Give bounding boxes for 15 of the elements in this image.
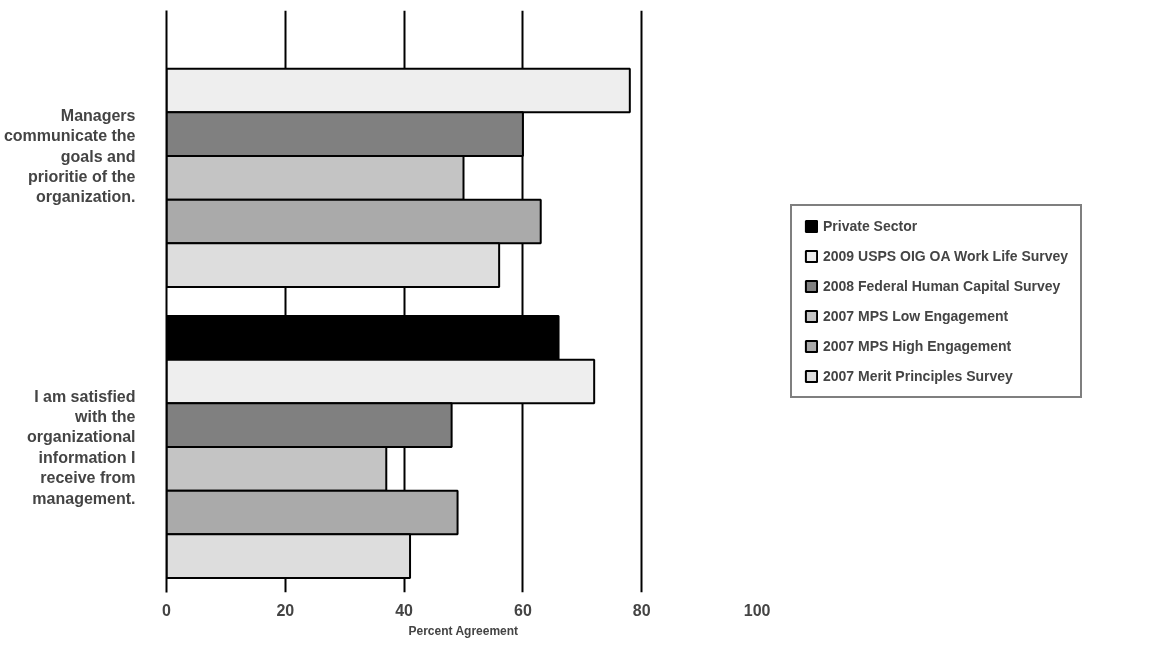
x-tick-label: 40 [395,601,414,619]
legend-label: 2007 MPS Low Engagement [823,308,1009,324]
legend-label: 2007 MPS High Engagement [823,338,1012,354]
legend-label: Private Sector [823,218,918,234]
x-tick-label: 60 [514,601,532,619]
x-tick-label: 20 [276,601,295,619]
x-tick-label: 0 [162,601,172,619]
legend-label: 2008 Federal Human Capital Survey [823,278,1061,294]
legend-label: 2009 USPS OIG OA Work Life Survey [823,248,1069,264]
y-tick-label: I am satisfied with the organizational information I receive from management. [27,387,136,507]
x-axis-title: Percent Agreement [408,623,519,638]
x-tick-label: 80 [632,601,651,619]
y-tick-label: Managers communicate the goals and prioritie of the organization. [3,106,136,206]
legend-label: 2007 Merit Principles Survey [823,368,1013,384]
x-tick-label: 100 [743,601,771,619]
